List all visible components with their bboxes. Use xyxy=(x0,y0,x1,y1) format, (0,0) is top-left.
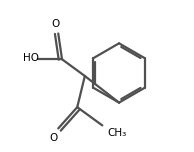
Text: O: O xyxy=(51,19,59,29)
Text: HO: HO xyxy=(23,53,39,63)
Text: CH₃: CH₃ xyxy=(107,128,126,138)
Text: O: O xyxy=(49,133,58,143)
